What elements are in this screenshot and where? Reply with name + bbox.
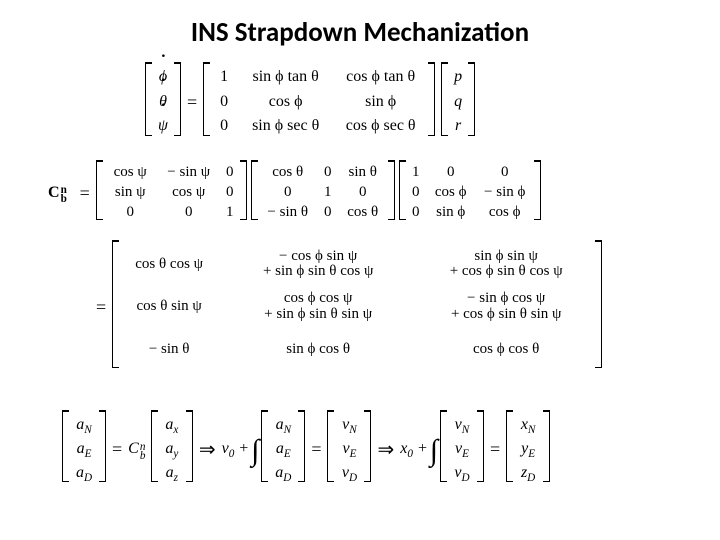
dcm-expanded-matrix: cos θ cos ψ− cos ϕ sin ψ+ sin ϕ sin θ co… xyxy=(112,240,602,374)
page-title: INS Strapdown Mechanization xyxy=(0,16,720,49)
euler-rate-equation: ϕ θ ψ = 1sin ϕ tan θcos ϕ tan θ0cos ϕsin… xyxy=(145,62,475,142)
equals-sign: = xyxy=(106,439,128,460)
dcm-factored-equation: Cbn = cos ψ− sin ψ0sin ψcos ψ0001 cos θ0… xyxy=(48,160,541,226)
accel-ned-vector: aNaEaD xyxy=(62,410,106,488)
v0-plus-text: v0 + xyxy=(222,440,250,458)
navigation-equation-chain: aNaEaD = Cbn axayaz ⇒ v0 + ∫ aNaEaD = vN… xyxy=(62,410,550,488)
equals-sign: = xyxy=(484,439,506,460)
euler-dot-vector: ϕ θ ψ xyxy=(145,62,181,142)
accel-ned-vector-2: aNaEaD xyxy=(261,410,305,488)
equals-sign: = xyxy=(305,439,327,460)
implies-arrow: ⇒ xyxy=(193,437,222,462)
roll-matrix: 1000cos ϕ− sin ϕ0sin ϕcos ϕ xyxy=(399,160,541,226)
kinematic-matrix: 1sin ϕ tan θcos ϕ tan θ0cos ϕsin ϕ0sin ϕ… xyxy=(203,62,435,142)
equals-sign: = xyxy=(74,183,96,204)
position-ned-vector: xNyEzD xyxy=(506,410,550,488)
dcm-symbol: Cbn xyxy=(48,184,74,202)
pitch-matrix: cos θ0sin θ010− sin θ0cos θ xyxy=(251,160,395,226)
integral-sign: ∫ xyxy=(428,439,440,463)
x0-plus-text: x0 + xyxy=(400,440,428,458)
yaw-matrix: cos ψ− sin ψ0sin ψcos ψ0001 xyxy=(96,160,247,226)
equals-sign: = xyxy=(181,92,203,113)
integral-sign: ∫ xyxy=(249,439,261,463)
equals-sign: = xyxy=(90,297,112,318)
accel-body-vector: axayaz xyxy=(151,410,193,488)
dcm-expanded-equation: = cos θ cos ψ− cos ϕ sin ψ+ sin ϕ sin θ … xyxy=(90,240,602,374)
implies-arrow: ⇒ xyxy=(371,437,400,462)
dcm-symbol-inline: Cbn xyxy=(128,440,151,458)
body-rate-vector: p q r xyxy=(441,62,475,142)
velocity-ned-vector-2: vNvEvD xyxy=(440,410,484,488)
velocity-ned-vector: vNvEvD xyxy=(327,410,371,488)
